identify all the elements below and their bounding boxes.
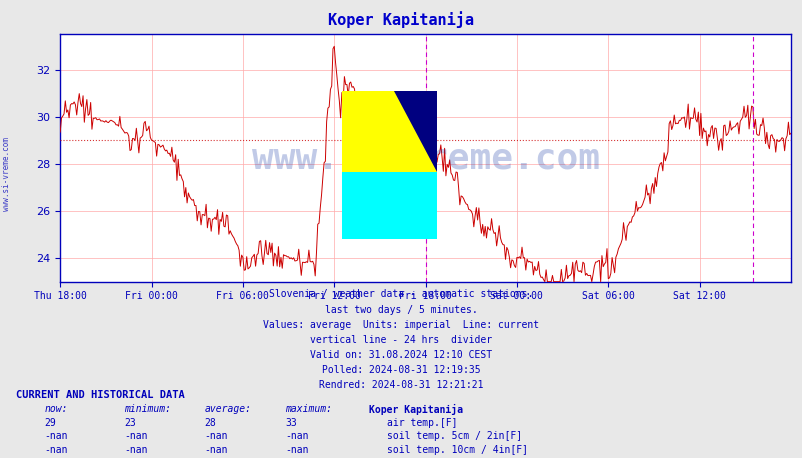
Text: -nan: -nan [205,431,228,442]
Text: Values: average  Units: imperial  Line: current: Values: average Units: imperial Line: cu… [263,320,539,330]
Text: CURRENT AND HISTORICAL DATA: CURRENT AND HISTORICAL DATA [16,390,184,400]
Text: Koper Kapitanija: Koper Kapitanija [328,11,474,28]
Text: -nan: -nan [124,445,148,455]
Text: air temp.[F]: air temp.[F] [387,418,457,428]
Text: -nan: -nan [205,445,228,455]
Text: Rendred: 2024-08-31 12:21:21: Rendred: 2024-08-31 12:21:21 [319,380,483,390]
Polygon shape [342,91,436,173]
Text: Slovenia / weather data - automatic stations.: Slovenia / weather data - automatic stat… [269,289,533,300]
Polygon shape [394,91,436,173]
Text: 29: 29 [44,418,56,428]
Text: last two days / 5 minutes.: last two days / 5 minutes. [325,305,477,315]
Text: maximum:: maximum: [285,404,332,414]
Text: average:: average: [205,404,252,414]
Text: -nan: -nan [44,445,67,455]
Text: -nan: -nan [285,445,308,455]
Text: now:: now: [44,404,67,414]
Text: -nan: -nan [44,431,67,442]
Polygon shape [342,173,436,239]
Text: -nan: -nan [285,431,308,442]
Text: 23: 23 [124,418,136,428]
Text: Koper Kapitanija: Koper Kapitanija [369,404,463,415]
Text: minimum:: minimum: [124,404,172,414]
Text: soil temp. 10cm / 4in[F]: soil temp. 10cm / 4in[F] [387,445,528,455]
Text: Polled: 2024-08-31 12:19:35: Polled: 2024-08-31 12:19:35 [322,365,480,375]
Text: -nan: -nan [124,431,148,442]
Text: vertical line - 24 hrs  divider: vertical line - 24 hrs divider [310,335,492,345]
Text: www.si-vreme.com: www.si-vreme.com [2,137,11,211]
Text: 33: 33 [285,418,297,428]
Text: 28: 28 [205,418,217,428]
Text: www.si-vreme.com: www.si-vreme.com [251,141,599,175]
Text: Valid on: 31.08.2024 12:10 CEST: Valid on: 31.08.2024 12:10 CEST [310,350,492,360]
Text: soil temp. 5cm / 2in[F]: soil temp. 5cm / 2in[F] [387,431,521,442]
